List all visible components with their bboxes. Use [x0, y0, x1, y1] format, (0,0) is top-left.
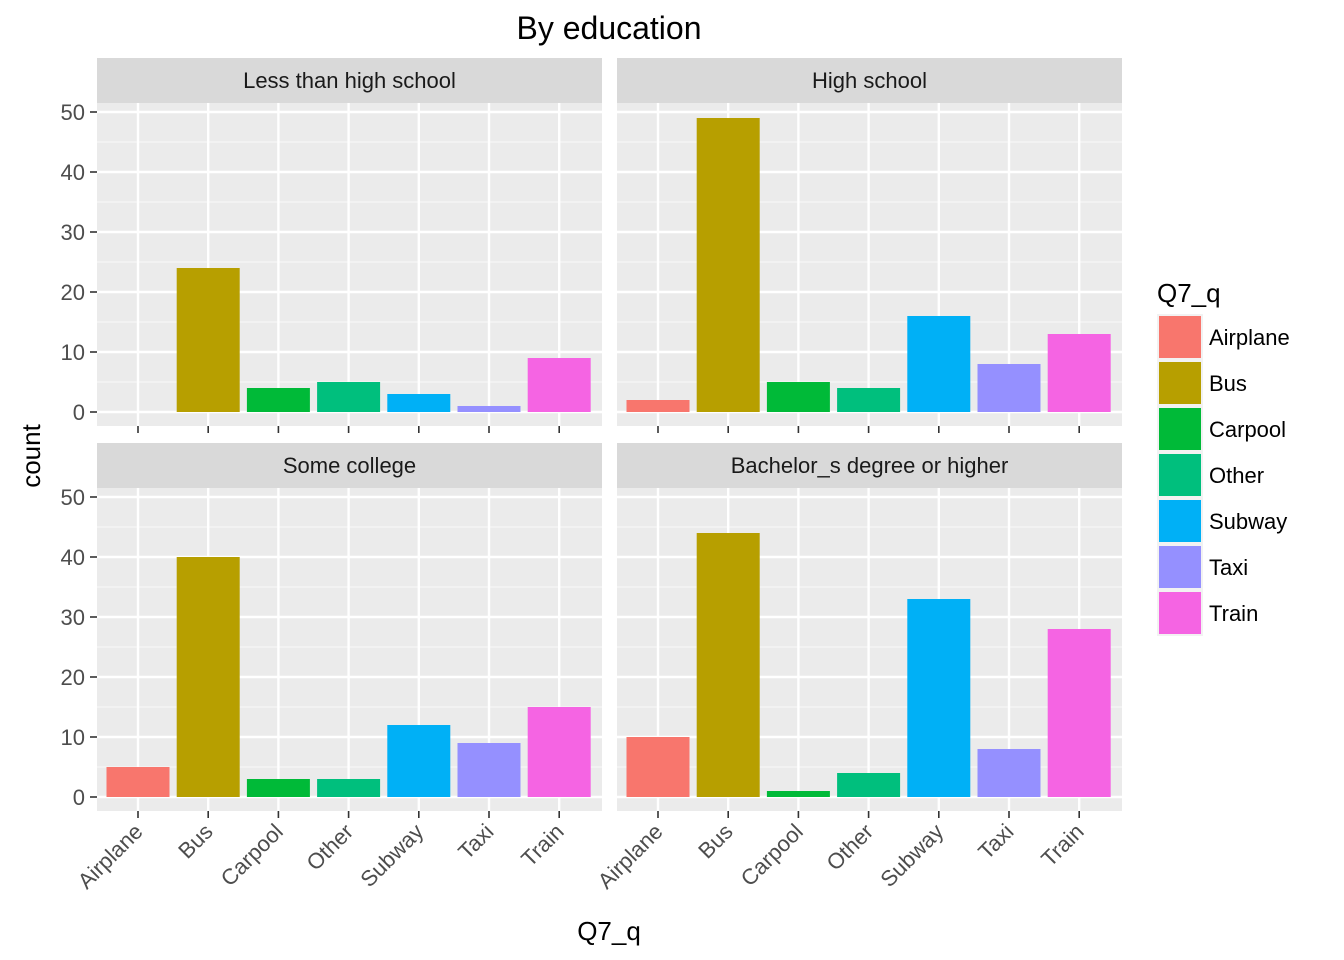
y-tick-label: 10 — [61, 725, 85, 750]
facet-strip — [97, 58, 602, 103]
legend-swatch-other — [1159, 454, 1201, 496]
legend-label: Taxi — [1209, 555, 1248, 580]
x-tick-label: Subway — [355, 819, 428, 892]
x-tick-label: Bus — [693, 819, 737, 863]
legend-swatch-carpool — [1159, 408, 1201, 450]
bar-other: Other: 4 — [837, 773, 901, 797]
facet-panel: Less than high school Bus: 24Carpool: 4 Ot… — [61, 58, 602, 433]
x-tick-label: Train — [1036, 819, 1089, 872]
bar-subway: Subway: 3 — [387, 394, 451, 412]
x-tick-label: Carpool — [736, 819, 808, 891]
bar-taxi: Taxi: 8 — [977, 749, 1041, 797]
x-tick-label: Airplane — [73, 819, 148, 894]
bar-carpool: Carpool: 4 — [246, 388, 310, 412]
y-tick-label: 30 — [61, 220, 85, 245]
bar-train: Train: 28 — [1047, 629, 1111, 797]
bar-subway: Subway: 33 — [907, 599, 971, 797]
bar-airplane: Airplane: 5 — [106, 767, 170, 797]
facet-strip — [97, 443, 602, 488]
y-tick-label: 50 — [61, 100, 85, 125]
legend-swatch-train — [1159, 592, 1201, 634]
bar-subway: Subway: 12 — [387, 725, 451, 797]
bar-other: Other: 5 — [317, 382, 381, 412]
x-tick-label: Taxi — [453, 819, 498, 864]
y-tick-label: 0 — [73, 400, 85, 425]
facet-strip-label: Some college — [283, 453, 416, 478]
bar-bus: Bus: 24 — [176, 268, 240, 412]
x-tick-label: Other — [302, 819, 359, 876]
y-tick-label: 30 — [61, 605, 85, 630]
bar-carpool: Carpool: 5 — [766, 382, 830, 412]
bar-other: Other: 3 — [317, 779, 381, 797]
y-tick-label: 10 — [61, 340, 85, 365]
bar-taxi: Taxi: 9 — [457, 743, 521, 797]
legend-swatch-taxi — [1159, 546, 1201, 588]
bar-train: Train: 15 — [527, 707, 591, 797]
bar-carpool: Carpool: 3 — [246, 779, 310, 797]
facet-panel: Some college Airplane: 5Bus: 40 Carpool: 3… — [61, 443, 602, 894]
bar-subway: Subway: 16 — [907, 316, 971, 412]
y-tick-label: 0 — [73, 785, 85, 810]
legend-label: Other — [1209, 463, 1264, 488]
chart-title: By education — [516, 10, 701, 46]
facet-strip — [617, 443, 1122, 488]
x-tick-label: Train — [516, 819, 569, 872]
y-tick-label: 20 — [61, 280, 85, 305]
bar-other: Other: 4 — [837, 388, 901, 412]
bar-train: Train: 13 — [1047, 334, 1111, 412]
y-tick-label: 40 — [61, 545, 85, 570]
legend-label: Bus — [1209, 371, 1247, 396]
x-axis-title: Q7_q — [577, 916, 641, 946]
legend-swatch-airplane — [1159, 316, 1201, 358]
x-tick-label: Bus — [173, 819, 217, 863]
bar-airplane: Airplane: 10 — [626, 737, 690, 797]
facet-panel: Bachelor_s degree or higher Airplane: 10B… — [593, 443, 1122, 894]
legend-title: Q7_q — [1157, 278, 1221, 308]
y-tick-label: 50 — [61, 485, 85, 510]
bar-airplane: Airplane: 2 — [626, 400, 690, 412]
x-tick-label: Airplane — [593, 819, 668, 894]
x-tick-label: Subway — [875, 819, 948, 892]
x-tick-label: Other — [822, 819, 879, 876]
y-tick-label: 40 — [61, 160, 85, 185]
facet-strip — [617, 58, 1122, 103]
facet-panels: Less than high school Bus: 24Carpool: 4 Ot… — [61, 58, 1122, 894]
bar-taxi: Taxi: 1 — [457, 406, 521, 412]
x-tick-label: Carpool — [216, 819, 288, 891]
bar-carpool: Carpool: 1 — [766, 791, 830, 797]
legend-label: Carpool — [1209, 417, 1286, 442]
facet-strip-label: Less than high school — [243, 68, 456, 93]
legend: Q7_q Airplane Bus Carpool Other Subway Taxi Tr… — [1157, 278, 1290, 636]
y-tick-label: 20 — [61, 665, 85, 690]
facet-strip-label: Bachelor_s degree or higher — [731, 453, 1009, 478]
bar-bus: Bus: 49 — [696, 118, 760, 412]
bar-train: Train: 9 — [527, 358, 591, 412]
x-tick-label: Taxi — [973, 819, 1018, 864]
legend-label: Subway — [1209, 509, 1287, 534]
facet-strip-label: High school — [812, 68, 927, 93]
legend-swatch-bus — [1159, 362, 1201, 404]
bar-bus: Bus: 44 — [696, 533, 760, 797]
legend-swatch-subway — [1159, 500, 1201, 542]
facet-panel: High school Airplane: 2 Bus: 49Carpool: 5 O… — [617, 58, 1122, 433]
bar-bus: Bus: 40 — [176, 557, 240, 797]
bar-taxi: Taxi: 8 — [977, 364, 1041, 412]
legend-label: Train — [1209, 601, 1258, 626]
y-axis-title: count — [16, 423, 46, 487]
legend-label: Airplane — [1209, 325, 1290, 350]
